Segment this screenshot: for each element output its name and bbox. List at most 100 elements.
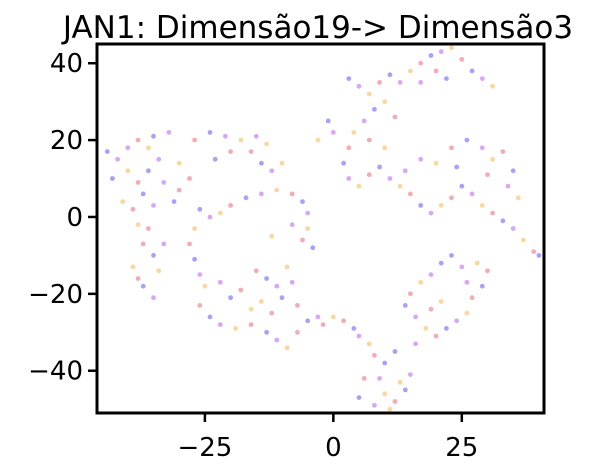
data-point	[382, 360, 388, 366]
data-point	[330, 130, 336, 135]
data-point	[366, 172, 372, 178]
data-point	[300, 199, 305, 205]
data-point	[269, 310, 275, 316]
data-point	[408, 191, 413, 197]
data-point	[197, 206, 203, 212]
data-point	[238, 137, 244, 143]
data-point	[366, 137, 372, 143]
data-point	[130, 264, 136, 270]
data-point	[315, 137, 321, 143]
x-tick-label: 0	[325, 433, 342, 463]
x-axis: −25 0 25	[177, 413, 478, 463]
x-tick-label: −25	[177, 433, 232, 463]
data-point	[408, 291, 413, 297]
data-point	[176, 160, 182, 166]
data-point	[464, 279, 470, 285]
data-point	[135, 276, 141, 281]
data-point	[305, 210, 311, 216]
data-point	[217, 210, 223, 216]
data-point	[269, 168, 275, 174]
data-point	[156, 268, 162, 274]
data-point	[192, 256, 198, 262]
data-point	[356, 395, 362, 400]
data-point	[361, 118, 367, 124]
data-point	[140, 283, 146, 289]
data-point	[202, 283, 208, 289]
data-point	[479, 203, 485, 208]
plot-frame	[95, 42, 546, 415]
data-point	[366, 91, 372, 97]
data-point	[490, 83, 495, 89]
data-point	[510, 168, 516, 174]
data-point	[248, 306, 254, 312]
data-point	[330, 314, 336, 320]
data-point	[351, 130, 357, 135]
data-point	[490, 210, 495, 216]
data-point	[161, 180, 167, 185]
data-point	[356, 83, 362, 89]
data-point	[433, 68, 439, 74]
data-point	[228, 203, 234, 208]
y-tick-label: 20	[50, 126, 83, 156]
data-point	[413, 341, 418, 347]
data-point	[418, 156, 424, 162]
data-point	[135, 180, 141, 185]
y-tick-label: −20	[28, 280, 83, 310]
data-point	[346, 145, 352, 151]
data-point	[531, 249, 537, 255]
data-point	[207, 130, 213, 135]
data-point	[397, 80, 403, 85]
data-point	[325, 118, 331, 124]
data-point	[171, 199, 177, 205]
data-point	[356, 333, 362, 339]
data-point	[361, 376, 367, 381]
data-point	[485, 268, 490, 274]
data-point	[392, 349, 398, 354]
data-point	[156, 156, 162, 162]
data-point	[449, 195, 454, 201]
data-point	[315, 314, 321, 320]
data-point	[130, 206, 136, 212]
data-point	[305, 226, 311, 231]
data-point	[402, 303, 408, 308]
data-point	[510, 226, 516, 231]
data-point	[413, 314, 418, 320]
data-point	[264, 329, 269, 335]
y-axis: 40 20 0 −20 −40	[28, 49, 97, 387]
data-point	[125, 145, 131, 151]
data-point	[377, 376, 382, 381]
data-point	[110, 176, 115, 181]
data-point	[238, 287, 244, 293]
data-point	[289, 279, 295, 285]
data-point	[243, 195, 249, 201]
chart-title: JAN1: Dimensão19-> Dimensão3	[61, 10, 573, 46]
data-point	[490, 156, 495, 162]
data-point	[146, 145, 151, 151]
data-point	[135, 222, 141, 228]
data-point	[392, 399, 398, 404]
data-point	[428, 272, 434, 277]
data-point	[505, 183, 511, 189]
data-point	[310, 245, 316, 251]
y-tick-label: 40	[50, 49, 83, 79]
data-point	[151, 253, 156, 258]
data-point	[253, 133, 259, 139]
data-point	[418, 80, 424, 85]
data-point	[341, 160, 346, 166]
data-point	[284, 345, 290, 351]
data-point	[284, 264, 290, 270]
data-point	[320, 322, 326, 327]
data-point	[135, 137, 141, 143]
data-point	[449, 253, 454, 258]
points-layer	[104, 45, 542, 412]
data-point	[217, 279, 223, 285]
data-point	[449, 45, 454, 51]
data-point	[146, 168, 151, 174]
data-point	[192, 137, 198, 143]
data-point	[104, 149, 110, 155]
data-point	[428, 306, 434, 312]
data-point	[356, 183, 362, 189]
data-point	[423, 326, 429, 331]
data-point	[479, 145, 485, 151]
